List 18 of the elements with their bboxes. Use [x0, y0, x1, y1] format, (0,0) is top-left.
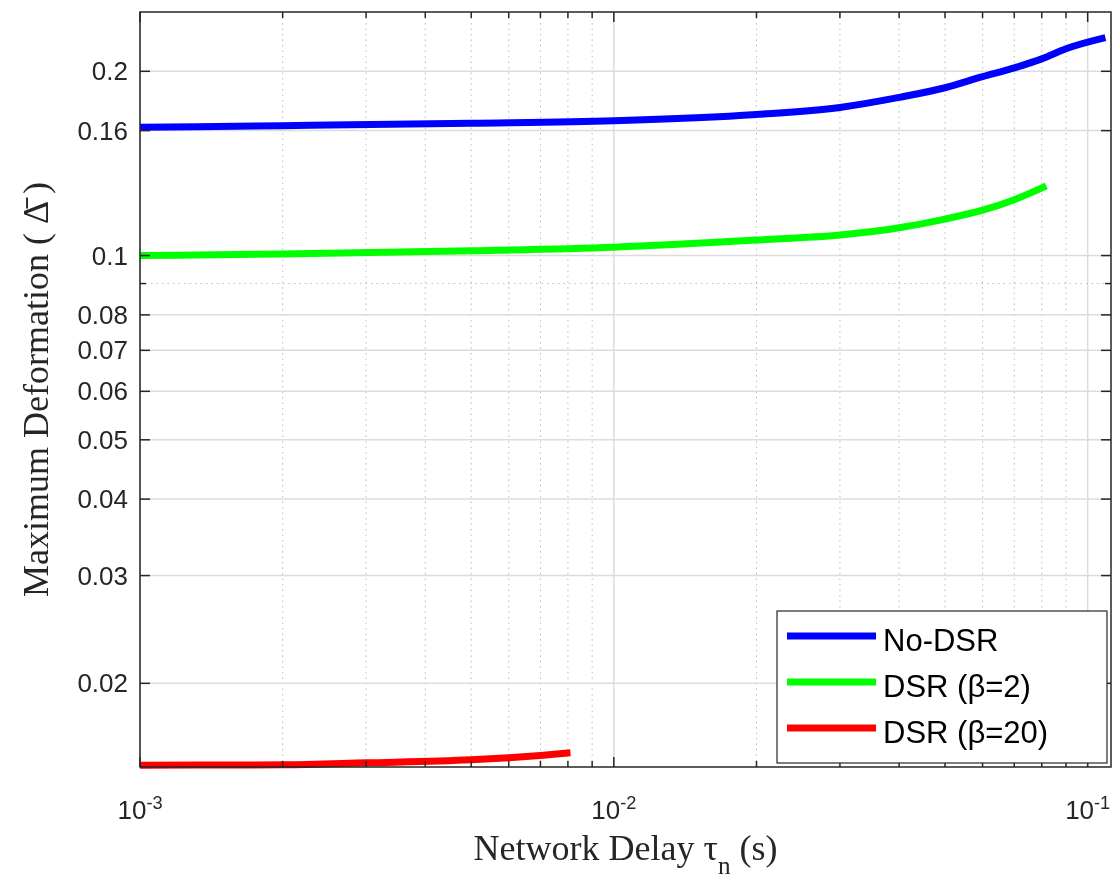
y-tick-label: 0.2	[91, 56, 128, 87]
x-tick-label: 10$^{-2}$	[591, 793, 637, 825]
y-tick-label: 0.05	[77, 424, 128, 455]
x-tick-label: 10$^{-1}$	[1065, 793, 1111, 825]
y-tick-label: 0.03	[77, 560, 128, 591]
y-tick-label: 0.06	[77, 376, 128, 407]
x-axis-title: Network Delay τ$_{n}$ (s)	[473, 828, 778, 876]
y-tick-label: 0.08	[77, 299, 128, 330]
y-tick-label: 0.04	[77, 484, 128, 515]
y-tick-label: 0.1	[91, 240, 128, 271]
y-axis-title: Maximum Deformation ( Δ̄ )	[16, 181, 56, 598]
legend-label: No-DSR	[883, 623, 999, 658]
legend-label: DSR (β=20)	[883, 715, 1049, 750]
x-tick-label: 10$^{-3}$	[117, 793, 163, 825]
legend-label: DSR (β=2)	[883, 669, 1031, 704]
y-tick-label: 0.16	[77, 115, 128, 146]
y-tick-label: 0.02	[77, 668, 128, 699]
y-tick-label: 0.07	[77, 335, 128, 366]
